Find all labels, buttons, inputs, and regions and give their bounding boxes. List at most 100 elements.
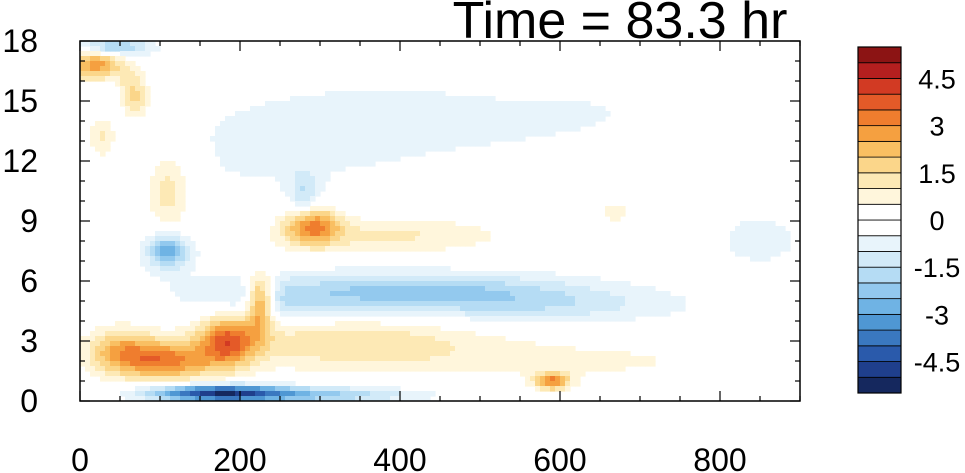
field-cell — [450, 226, 456, 232]
field-cell — [635, 296, 641, 302]
field-cell — [410, 306, 416, 312]
field-cell — [605, 311, 611, 317]
field-cell — [420, 306, 426, 312]
field-cell — [270, 131, 276, 137]
field-cell — [240, 166, 246, 172]
field-cell — [395, 311, 401, 317]
field-cell — [110, 46, 116, 52]
field-cell — [160, 361, 166, 367]
field-cell — [265, 126, 271, 132]
field-cell — [95, 356, 101, 362]
field-cell — [245, 146, 251, 152]
field-cell — [575, 121, 581, 127]
field-cell — [445, 301, 451, 307]
field-cell — [365, 136, 371, 142]
field-cell — [510, 356, 516, 362]
field-cell — [145, 101, 151, 107]
field-cell — [160, 201, 166, 207]
field-cell — [370, 351, 376, 357]
field-cell — [440, 341, 446, 347]
field-cell — [320, 246, 326, 252]
field-cell — [145, 236, 151, 242]
field-cell — [210, 326, 216, 332]
field-cell — [420, 126, 426, 132]
field-cell — [420, 236, 426, 242]
field-cell — [425, 286, 431, 292]
field-cell — [130, 366, 136, 372]
field-cell — [305, 391, 311, 397]
field-cell — [470, 336, 476, 342]
field-cell — [280, 131, 286, 137]
field-cell — [560, 316, 566, 322]
field-cell — [575, 371, 581, 377]
field-cell — [440, 351, 446, 357]
field-cell — [245, 351, 251, 357]
field-cell — [285, 186, 291, 192]
field-cell — [230, 301, 236, 307]
field-cell — [405, 91, 411, 97]
field-cell — [175, 216, 181, 222]
field-cell — [440, 356, 446, 362]
field-cell — [255, 346, 261, 352]
field-cell — [335, 166, 341, 172]
field-cell — [85, 366, 91, 372]
field-cell — [215, 316, 221, 322]
field-cell — [670, 306, 676, 312]
field-cell — [415, 246, 421, 252]
field-cell — [380, 131, 386, 137]
field-cell — [325, 146, 331, 152]
field-cell — [195, 296, 201, 302]
field-cell — [230, 381, 236, 387]
field-cell — [595, 356, 601, 362]
field-cell — [375, 321, 381, 327]
field-cell — [470, 236, 476, 242]
field-cell — [620, 301, 626, 307]
field-cell — [105, 366, 111, 372]
field-cell — [195, 381, 201, 387]
field-cell — [315, 391, 321, 397]
field-cell — [260, 136, 266, 142]
field-cell — [320, 126, 326, 132]
field-cell — [500, 136, 506, 142]
field-cell — [410, 146, 416, 152]
field-cell — [570, 306, 576, 312]
field-cell — [510, 131, 516, 137]
field-cell — [110, 131, 116, 137]
field-cell — [145, 356, 151, 362]
field-cell — [385, 156, 391, 162]
field-cell — [155, 266, 161, 272]
field-cell — [365, 231, 371, 237]
field-cell — [345, 281, 351, 287]
field-cell — [165, 271, 171, 277]
field-cell — [140, 371, 146, 377]
field-cell — [575, 281, 581, 287]
field-cell — [105, 336, 111, 342]
field-cell — [415, 336, 421, 342]
field-cell — [230, 316, 236, 322]
field-cell — [370, 111, 376, 117]
field-cell — [675, 306, 681, 312]
field-cell — [395, 356, 401, 362]
field-cell — [240, 136, 246, 142]
field-cell — [395, 276, 401, 282]
field-cell — [425, 116, 431, 122]
field-cell — [355, 126, 361, 132]
field-cell — [355, 136, 361, 142]
field-cell — [375, 391, 381, 397]
field-cell — [595, 306, 601, 312]
field-cell — [325, 286, 331, 292]
field-cell — [760, 221, 766, 227]
field-cell — [200, 281, 206, 287]
field-cell — [160, 391, 166, 397]
field-cell — [130, 111, 136, 117]
field-cell — [565, 121, 571, 127]
field-cell — [430, 126, 436, 132]
field-cell — [380, 221, 386, 227]
field-cell — [205, 326, 211, 332]
field-cell — [120, 326, 126, 332]
field-cell — [135, 101, 141, 107]
field-cell — [345, 216, 351, 222]
field-cell — [315, 336, 321, 342]
field-cell — [220, 326, 226, 332]
field-cell — [440, 291, 446, 297]
